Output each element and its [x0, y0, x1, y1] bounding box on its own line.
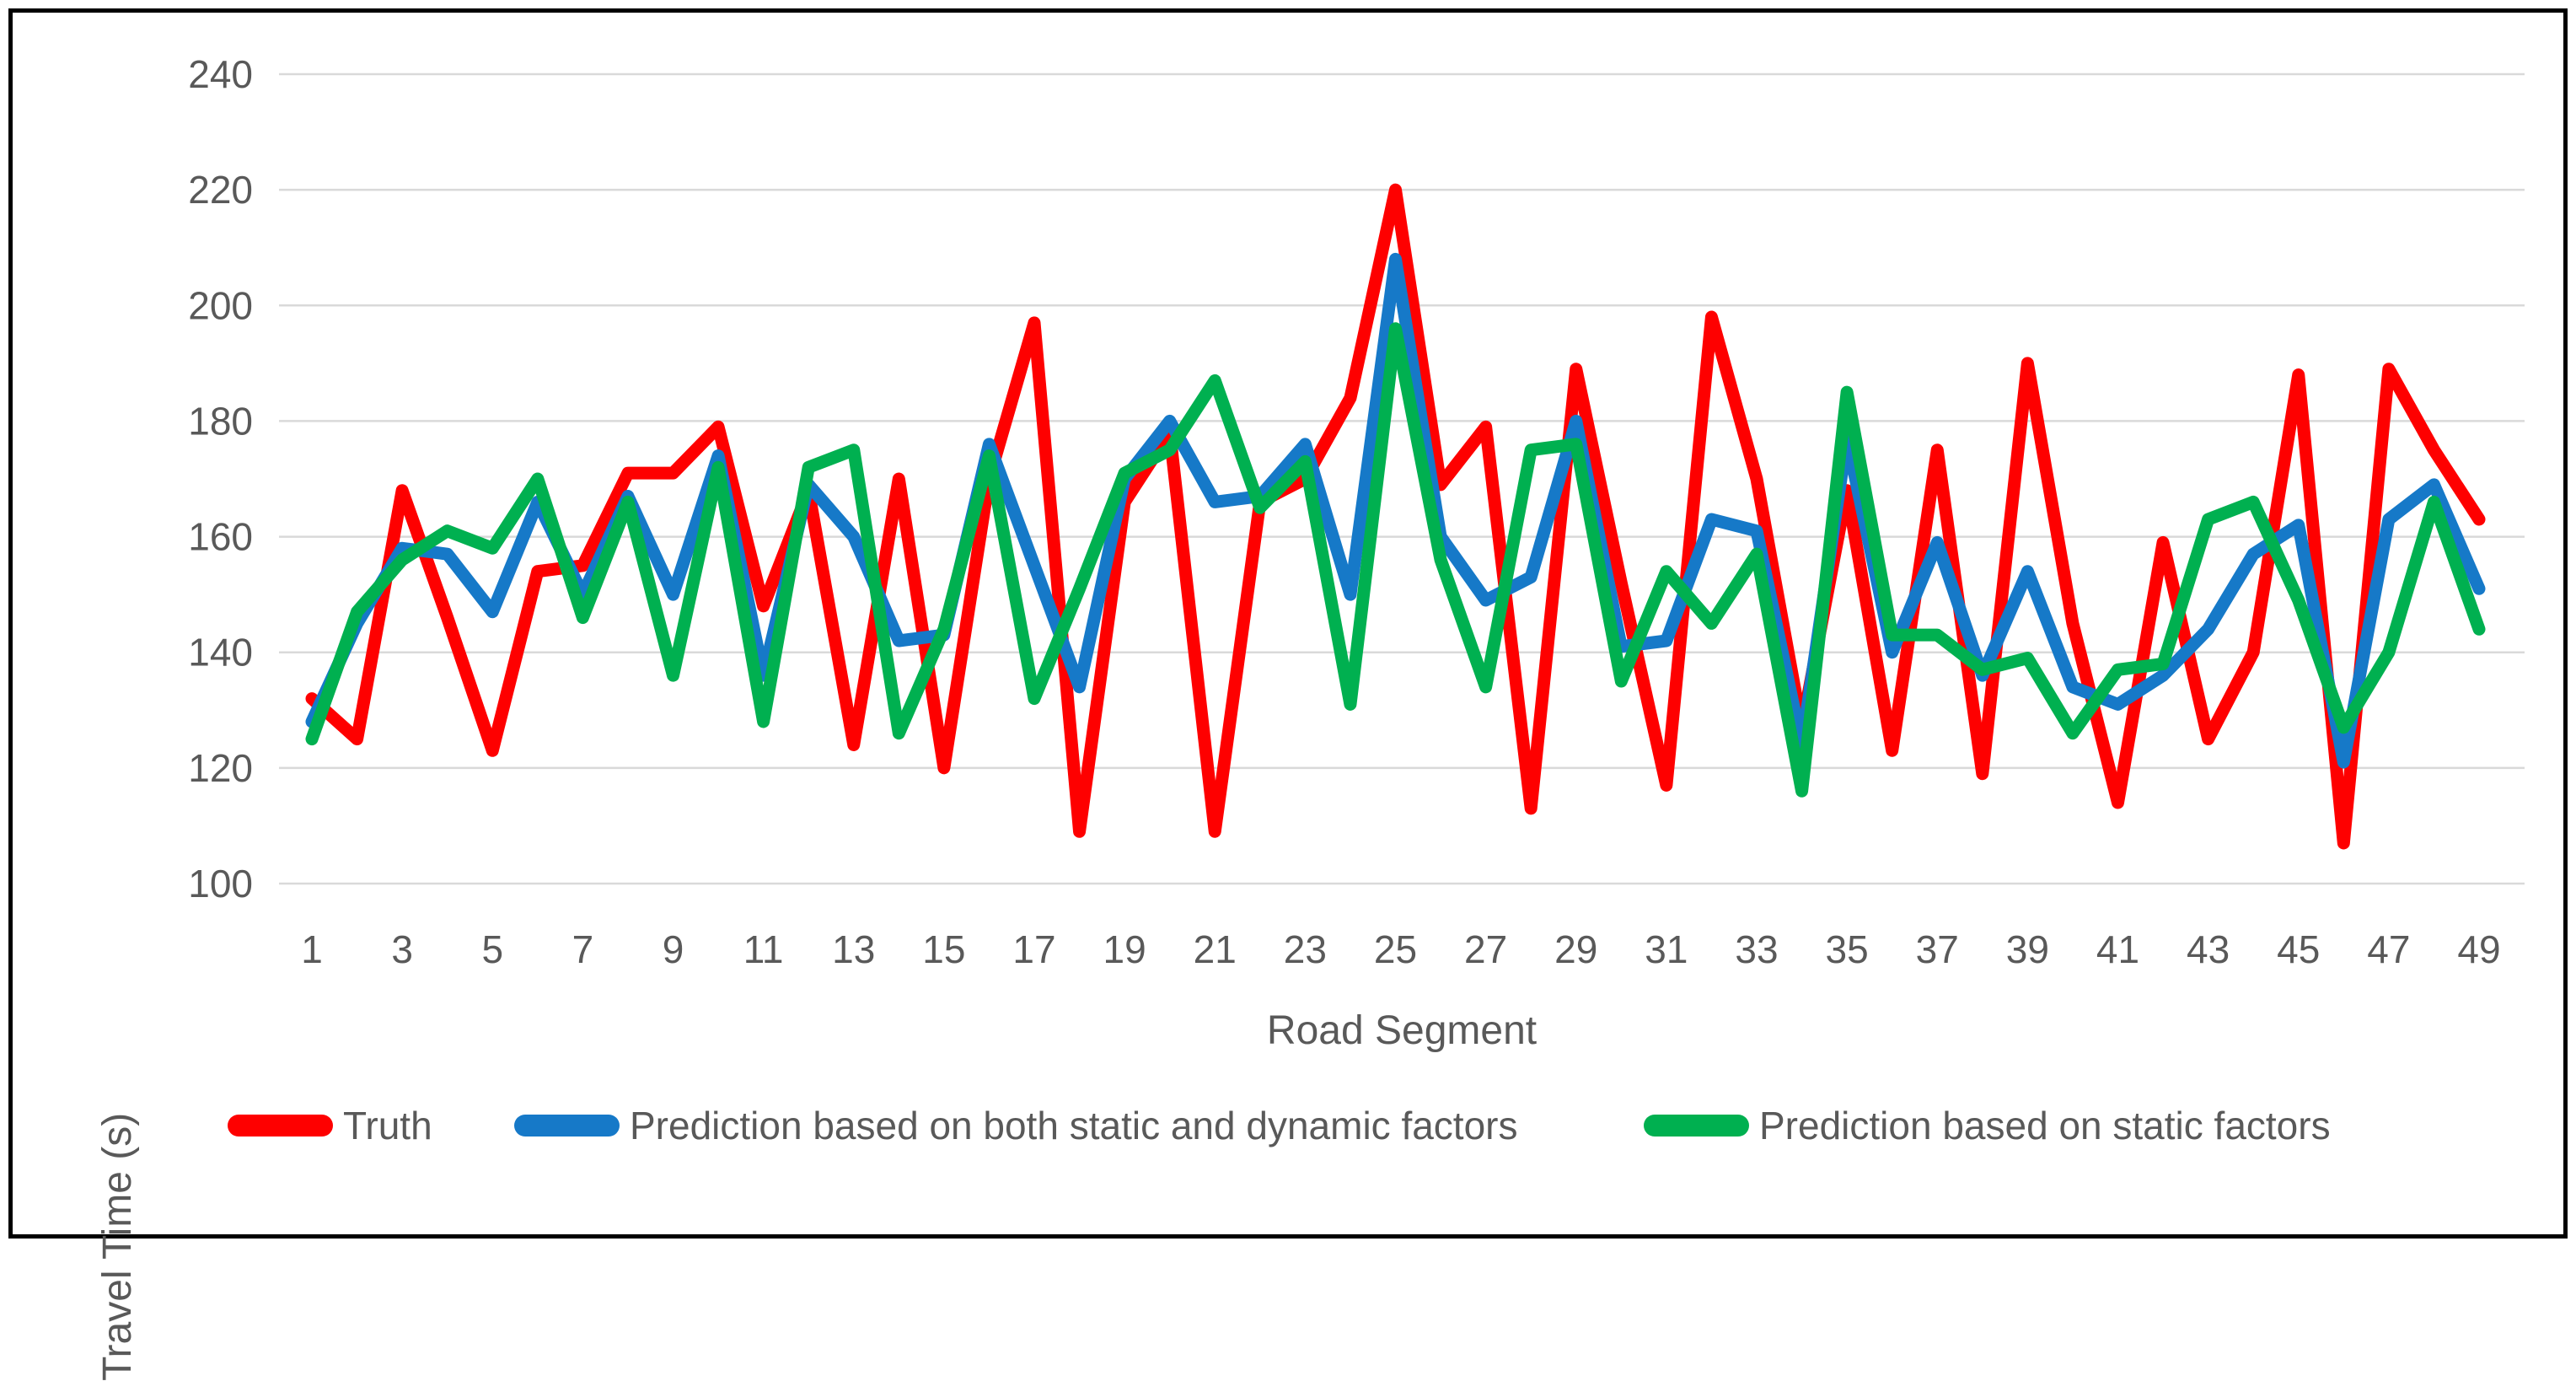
x-tick-label-21: 21: [1194, 927, 1237, 971]
y-tick-label-180: 180: [188, 399, 253, 443]
x-tick-label-33: 33: [1735, 927, 1778, 971]
x-tick-label-19: 19: [1103, 927, 1146, 971]
y-tick-label-220: 220: [188, 168, 253, 212]
legend-label: Truth: [343, 1104, 432, 1147]
x-tick-label-3: 3: [391, 927, 413, 971]
x-axis-title: Road Segment: [1266, 1008, 1538, 1053]
series-line-prediction-both: [305, 252, 2486, 769]
x-tick-label-47: 47: [2367, 927, 2410, 971]
x-tick-label-11: 11: [743, 927, 784, 971]
x-tick-label-7: 7: [572, 927, 594, 971]
x-tick-label-43: 43: [2187, 927, 2230, 971]
y-axis-title: Travel Time (s): [95, 1112, 140, 1381]
x-tick-label-1: 1: [301, 927, 323, 971]
x-tick-label-13: 13: [832, 927, 875, 971]
x-tick-label-45: 45: [2277, 927, 2320, 971]
legend-item-truth: Truth: [228, 1104, 432, 1147]
y-tick-label-200: 200: [188, 283, 253, 327]
y-tick-label-140: 140: [188, 631, 253, 674]
x-tick-label-37: 37: [1916, 927, 1959, 971]
y-axis-tick-labels: 100 120 140 160 180 200 220 240: [188, 52, 253, 905]
y-tick-label-100: 100: [188, 862, 253, 905]
x-tick-label-5: 5: [481, 927, 503, 971]
y-tick-label-160: 160: [188, 515, 253, 559]
y-tick-label-240: 240: [188, 52, 253, 96]
x-tick-label-35: 35: [1826, 927, 1869, 971]
x-tick-label-49: 49: [2457, 927, 2500, 971]
x-tick-label-31: 31: [1645, 927, 1688, 971]
x-tick-label-23: 23: [1284, 927, 1327, 971]
x-tick-label-41: 41: [2096, 927, 2139, 971]
legend-label: Prediction based on both static and dyna…: [630, 1104, 1518, 1147]
x-tick-label-15: 15: [922, 927, 965, 971]
figure-border: [8, 8, 2568, 1239]
legend-swatch-icon: [228, 1115, 333, 1137]
series-line-truth: [305, 183, 2486, 850]
x-tick-label-9: 9: [663, 927, 684, 971]
x-axis-tick-labels: 1 3 5 7 9 11 13 15 17 19 21 23 25 27 29 31 33 35 37 39 41 43 4…: [301, 927, 2500, 971]
series-line-prediction-static: [305, 322, 2486, 798]
x-tick-label-27: 27: [1464, 927, 1507, 971]
x-tick-label-17: 17: [1012, 927, 1055, 971]
legend-item-prediction-static: Prediction based on static factors: [1644, 1104, 2331, 1147]
x-tick-label-29: 29: [1554, 927, 1597, 971]
data-series-lines: [305, 183, 2486, 850]
legend-item-prediction-both: Prediction based on both static and dyna…: [514, 1104, 1518, 1147]
x-tick-label-25: 25: [1374, 927, 1417, 971]
legend-swatch-icon: [514, 1115, 620, 1137]
legend-label: Prediction based on static factors: [1759, 1104, 2331, 1147]
y-tick-label-120: 120: [188, 746, 253, 790]
legend-swatch-icon: [1644, 1115, 1749, 1137]
chart-legend: Truth Prediction based on both static and…: [228, 1104, 2331, 1147]
x-tick-label-39: 39: [2006, 927, 2049, 971]
